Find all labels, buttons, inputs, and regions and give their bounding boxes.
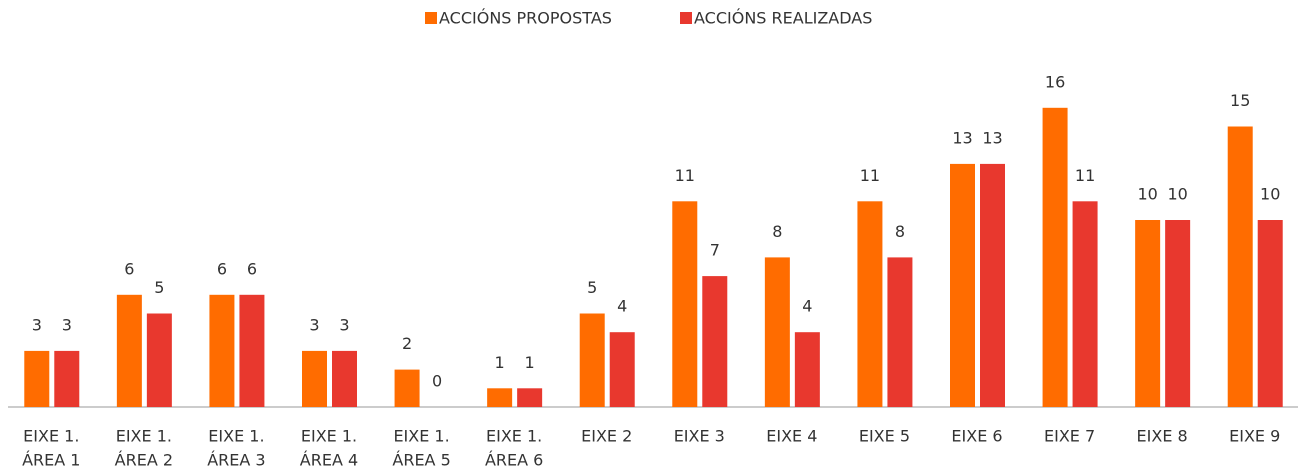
value-label: 8 (895, 222, 905, 241)
x-tick-label: ÁREA 4 (300, 451, 358, 470)
bar (116, 294, 142, 407)
bar (794, 332, 820, 407)
value-label: 11 (1075, 166, 1095, 185)
legend-label: ACCIÓNS REALIZADAS (694, 9, 872, 28)
value-label: 2 (402, 334, 412, 353)
value-label: 0 (432, 372, 442, 391)
value-label: 3 (339, 315, 349, 334)
legend-label: ACCIÓNS PROPOSTAS (439, 9, 612, 28)
bar (302, 350, 327, 407)
bar (980, 163, 1005, 407)
bar (887, 257, 913, 407)
value-label: 6 (124, 259, 134, 278)
bar (950, 163, 975, 407)
value-label: 4 (617, 297, 627, 316)
x-tick-label: ÁREA 2 (115, 451, 173, 470)
legend-swatch (425, 12, 437, 24)
value-label: 4 (802, 297, 812, 316)
x-tick-label: EIXE 1. (116, 427, 172, 446)
value-label: 5 (587, 278, 597, 297)
bar (1135, 220, 1161, 407)
x-tick-label: EIXE 3 (674, 427, 725, 446)
value-label: 13 (982, 128, 1002, 147)
value-label: 6 (217, 259, 227, 278)
x-tick-label: EIXE 7 (1044, 427, 1095, 446)
value-label: 3 (309, 315, 319, 334)
value-label: 11 (860, 166, 880, 185)
x-tick-label: EIXE 1. (393, 427, 449, 446)
bar (146, 313, 172, 407)
value-label: 11 (675, 166, 695, 185)
value-label: 10 (1167, 185, 1187, 204)
bar (579, 313, 605, 407)
bar (1042, 107, 1068, 408)
value-label: 15 (1230, 91, 1250, 110)
x-tick-label: EIXE 2 (581, 427, 632, 446)
bar (487, 388, 513, 407)
x-tick-label: EIXE 1. (23, 427, 79, 446)
value-label: 5 (154, 278, 164, 297)
bar (609, 332, 635, 407)
value-label: 3 (62, 315, 72, 334)
value-label: 1 (495, 353, 505, 372)
value-label: 13 (952, 128, 972, 147)
x-tick-label: EIXE 1. (486, 427, 542, 446)
value-label: 10 (1137, 185, 1157, 204)
x-tick-label: EIXE 6 (951, 427, 1002, 446)
bar (1227, 126, 1253, 407)
bar (702, 276, 728, 407)
x-tick-label: EIXE 8 (1137, 427, 1188, 446)
bar (1257, 220, 1283, 407)
x-tick-label: EIXE 5 (859, 427, 910, 446)
value-label: 10 (1260, 185, 1280, 204)
value-label: 8 (772, 222, 782, 241)
bar (24, 350, 50, 407)
x-tick-label: EIXE 1. (208, 427, 264, 446)
bar (764, 257, 790, 407)
bar (209, 294, 235, 407)
value-label: 3 (32, 315, 42, 334)
x-tick-label: EIXE 9 (1229, 427, 1280, 446)
bar (332, 350, 357, 407)
value-label: 7 (710, 241, 720, 260)
bar (672, 201, 698, 407)
value-label: 16 (1045, 72, 1065, 91)
x-tick-label: ÁREA 6 (485, 451, 543, 470)
bar (394, 369, 420, 407)
bar (54, 350, 80, 407)
bar (517, 388, 543, 407)
bar (1072, 201, 1098, 407)
legend-swatch (680, 12, 692, 24)
x-tick-label: ÁREA 1 (22, 451, 80, 470)
value-label: 6 (247, 259, 257, 278)
bar (857, 201, 883, 407)
x-tick-label: ÁREA 5 (392, 451, 450, 470)
x-tick-label: EIXE 1. (301, 427, 357, 446)
x-tick-label: EIXE 4 (766, 427, 817, 446)
x-tick-label: ÁREA 3 (207, 451, 265, 470)
bar (239, 294, 265, 407)
bar (1165, 220, 1191, 407)
value-label: 1 (525, 353, 535, 372)
